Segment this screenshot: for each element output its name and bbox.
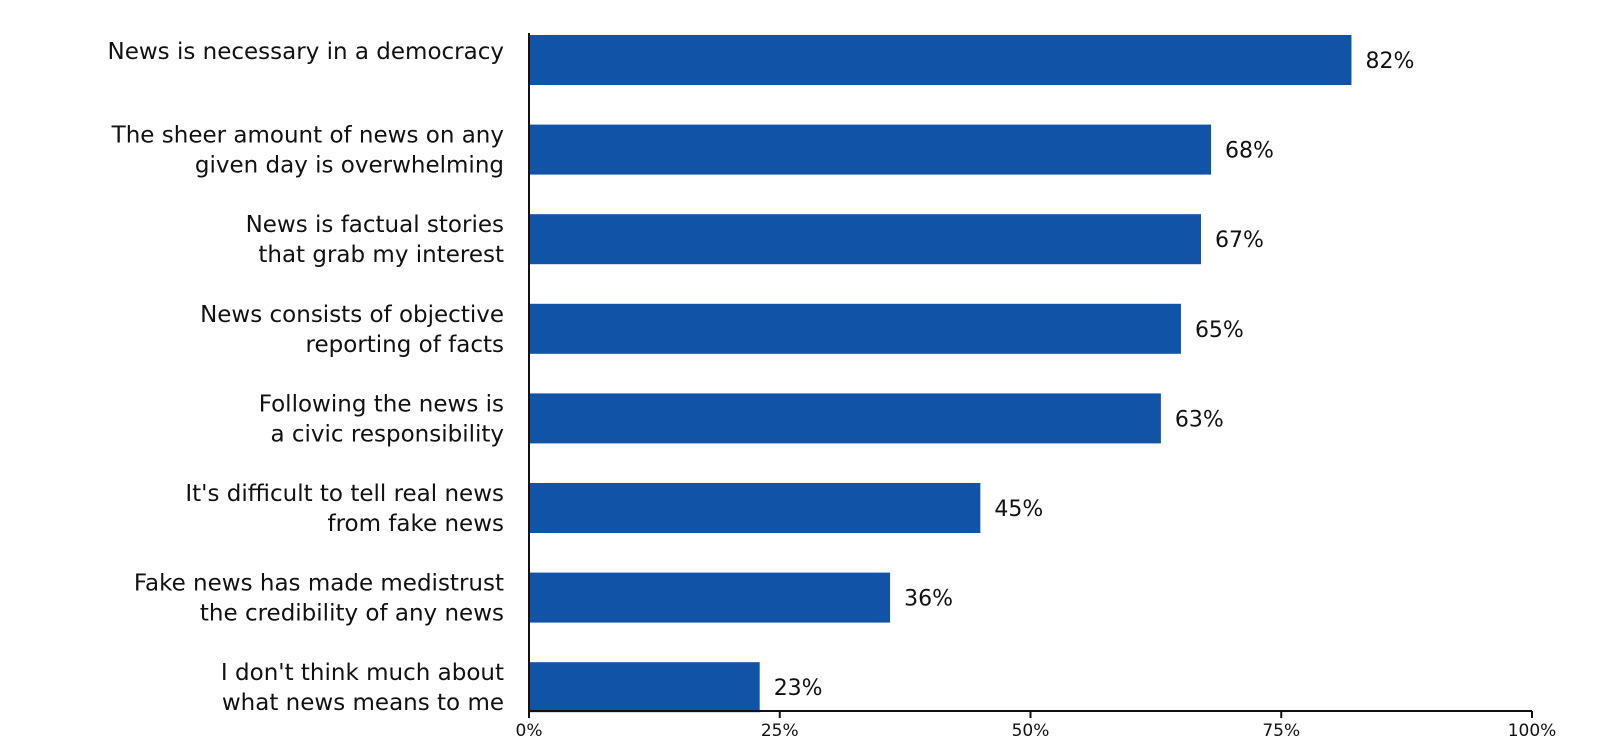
category-label-line: from fake news xyxy=(327,511,504,537)
category-label-line: I don't think much about xyxy=(221,660,504,686)
bar-value-label: 82% xyxy=(1365,49,1414,74)
category-label: Fake news has made medistrust the credibi… xyxy=(134,571,504,627)
category-label: I don't think much about what news means … xyxy=(221,660,504,716)
category-label-line: Fake news has made medistrust xyxy=(134,571,504,597)
bar-value-label: 23% xyxy=(774,676,823,701)
bar-value-label: 36% xyxy=(904,587,953,612)
category-labels-group: News is necessary in a democracy The shee… xyxy=(108,39,504,716)
bar xyxy=(529,662,760,713)
category-label-line: the credibility of any news xyxy=(200,601,504,627)
bar xyxy=(529,303,1181,354)
category-label: News consists of objective reporting of f… xyxy=(200,302,504,358)
category-label-line: It's difficult to tell real news xyxy=(185,481,504,507)
bar xyxy=(529,35,1352,85)
bar-value-label: 68% xyxy=(1225,139,1274,164)
x-tick-label: 75% xyxy=(1262,721,1300,741)
category-label: Following the news is a civic responsibil… xyxy=(259,391,504,447)
category-label-line: Following the news is xyxy=(259,391,504,417)
bar xyxy=(529,483,981,533)
bar-value-label: 67% xyxy=(1215,228,1264,253)
category-label-line: reporting of facts xyxy=(306,332,504,358)
category-label-line: The sheer amount of news on any xyxy=(111,123,504,149)
bar-value-label: 45% xyxy=(994,497,1043,522)
category-label-line: News is necessary in a democracy xyxy=(108,39,504,65)
category-label-line: that grab my interest xyxy=(258,242,504,268)
x-tick-label: 0% xyxy=(516,721,543,741)
bar xyxy=(529,124,1212,175)
category-label: News is necessary in a democracy xyxy=(108,39,504,65)
category-label: News is factual stories that grab my inte… xyxy=(246,212,504,268)
category-label-line: News is factual stories xyxy=(246,212,504,238)
category-label-line: what news means to me xyxy=(222,690,504,716)
value-labels-group: 82% 68% 67% 65% 63% 45% 36% 23% xyxy=(774,49,1415,701)
bar-value-label: 65% xyxy=(1195,318,1244,343)
bar xyxy=(529,393,1161,444)
bar-value-label: 63% xyxy=(1175,407,1224,432)
bar xyxy=(529,572,891,623)
x-tick-label: 50% xyxy=(1012,721,1050,741)
x-tick-label: 100% xyxy=(1508,721,1557,741)
category-label: The sheer amount of news on any given day… xyxy=(111,123,504,179)
category-label: It's difficult to tell real news from fak… xyxy=(185,481,504,537)
x-tick-label: 25% xyxy=(761,721,799,741)
bar xyxy=(529,214,1202,265)
category-label-line: News consists of objective xyxy=(200,302,504,328)
axes-group: 0% 25% 50% 75% 100% xyxy=(516,33,1557,741)
bars-group xyxy=(529,35,1352,713)
category-label-line: a civic responsibility xyxy=(270,421,504,447)
category-label-line: given day is overwhelming xyxy=(195,153,504,179)
